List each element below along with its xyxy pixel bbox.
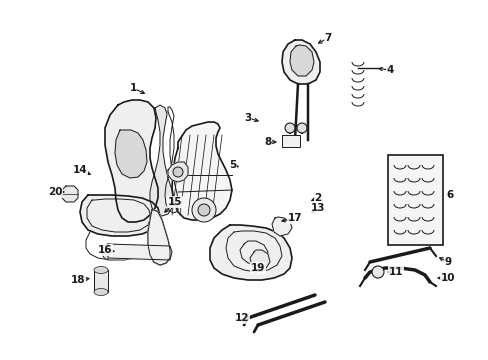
Bar	[387, 155, 442, 245]
Circle shape	[198, 204, 209, 216]
Circle shape	[371, 266, 383, 278]
Text: 6: 6	[446, 190, 453, 200]
Text: 1: 1	[129, 83, 136, 93]
Circle shape	[285, 123, 294, 133]
Circle shape	[173, 167, 183, 177]
Polygon shape	[150, 105, 173, 216]
Polygon shape	[282, 40, 319, 84]
Polygon shape	[249, 250, 269, 270]
Text: 17: 17	[287, 213, 302, 223]
Text: 9: 9	[444, 257, 450, 267]
Text: 13: 13	[310, 203, 325, 213]
Text: 5: 5	[229, 160, 236, 170]
Polygon shape	[80, 195, 160, 236]
Text: 16: 16	[98, 245, 112, 255]
Polygon shape	[271, 217, 291, 236]
Text: 10: 10	[440, 273, 454, 283]
Text: 8: 8	[264, 137, 271, 147]
Text: 4: 4	[386, 65, 393, 75]
Polygon shape	[148, 210, 170, 265]
Polygon shape	[168, 162, 187, 182]
Polygon shape	[289, 45, 313, 76]
Polygon shape	[172, 122, 231, 220]
Bar	[94, 270, 108, 292]
Text: 14: 14	[73, 165, 87, 175]
Text: 2: 2	[314, 193, 321, 203]
Circle shape	[192, 198, 216, 222]
Text: 7: 7	[324, 33, 331, 43]
Bar	[282, 135, 299, 147]
Text: 12: 12	[234, 313, 249, 323]
Text: 11: 11	[388, 267, 403, 277]
Text: 19: 19	[250, 263, 264, 273]
Text: 20: 20	[48, 187, 62, 197]
Polygon shape	[209, 225, 291, 280]
Polygon shape	[62, 186, 78, 202]
Polygon shape	[115, 130, 147, 178]
Text: 18: 18	[71, 275, 85, 285]
Ellipse shape	[94, 266, 108, 274]
Polygon shape	[108, 244, 172, 260]
Text: 15: 15	[167, 197, 182, 207]
Ellipse shape	[94, 288, 108, 296]
Circle shape	[296, 123, 306, 133]
Text: 3: 3	[244, 113, 251, 123]
Polygon shape	[105, 100, 158, 222]
Polygon shape	[102, 244, 108, 260]
